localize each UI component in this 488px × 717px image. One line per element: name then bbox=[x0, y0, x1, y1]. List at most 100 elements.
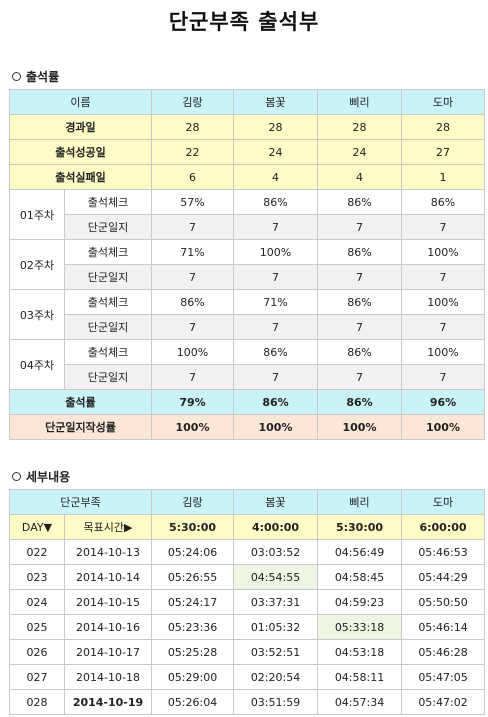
cell: 100% bbox=[233, 414, 318, 440]
week-label: 03주차 bbox=[9, 289, 65, 340]
cell: 100% bbox=[151, 414, 234, 440]
attendance-table: 이름 김랑 봄꽃 삐리 도마 경과일 28 28 28 28 출석성공일 22 … bbox=[9, 89, 485, 440]
cell: 7 bbox=[151, 214, 234, 240]
time-cell: 04:58:11 bbox=[317, 664, 403, 690]
week-check-row: 02주차 출석체크 71% 100% 86% 100% bbox=[9, 239, 485, 290]
day-number: 027 bbox=[9, 664, 65, 690]
header-tribe: 단군부족 bbox=[8, 489, 153, 515]
cell: 57% bbox=[151, 189, 234, 215]
day-number: 026 bbox=[9, 639, 65, 665]
row-label: 단군일지작성률 bbox=[9, 414, 152, 440]
day-number: 024 bbox=[9, 589, 65, 615]
cell: 28 bbox=[233, 114, 318, 140]
success-days-row: 출석성공일 22 24 24 27 bbox=[9, 139, 485, 165]
fail-days-row: 출석실패일 6 4 4 1 bbox=[9, 164, 485, 190]
circle-bullet-icon bbox=[12, 72, 21, 81]
time-cell: 05:26:55 bbox=[151, 564, 235, 590]
time-cell: 04:53:18 bbox=[317, 639, 403, 665]
target-time-row: DAY▼ 목표시간▶ 5:30:00 4:00:00 5:30:00 6:00:… bbox=[9, 514, 486, 540]
member-name: 삐리 bbox=[317, 89, 402, 115]
time-cell: 04:58:45 bbox=[317, 564, 403, 590]
week-check-row: 03주차 출석체크 86% 71% 86% 100% bbox=[9, 289, 485, 340]
cell: 28 bbox=[317, 114, 402, 140]
cell: 7 bbox=[317, 314, 402, 340]
time-cell-highlighted: 04:54:55 bbox=[233, 564, 319, 590]
cell: 22 bbox=[151, 139, 234, 165]
time-cell: 04:57:34 bbox=[317, 689, 403, 715]
day-sort-header[interactable]: DAY▼ bbox=[9, 514, 65, 540]
cell: 79% bbox=[151, 389, 234, 415]
day-number: 028 bbox=[9, 689, 65, 715]
week-label: 02주차 bbox=[9, 239, 65, 290]
time-cell-highlighted: 05:33:18 bbox=[317, 614, 403, 640]
date: 2014-10-13 bbox=[63, 539, 153, 565]
diary-label: 단군일지 bbox=[64, 314, 152, 340]
attendance-rate-row: 출석률 79% 86% 86% 96% bbox=[9, 389, 485, 415]
cell: 86% bbox=[401, 189, 485, 215]
time-cell: 05:46:53 bbox=[401, 539, 486, 565]
cell: 7 bbox=[317, 214, 402, 240]
cell: 100% bbox=[401, 339, 485, 365]
week-diary-row: 단군일지 7 7 7 7 bbox=[9, 364, 485, 390]
detail-header-row: 단군부족 김랑 봄꽃 삐리 도마 bbox=[8, 489, 486, 515]
time-cell: 05:29:00 bbox=[151, 664, 235, 690]
day-number: 022 bbox=[9, 539, 65, 565]
date-today: 2014-10-19 bbox=[63, 689, 153, 715]
member-name: 김랑 bbox=[151, 489, 235, 515]
date: 2014-10-14 bbox=[63, 564, 153, 590]
time-cell: 05:44:29 bbox=[401, 564, 486, 590]
detail-row: 028 2014-10-19 05:26:04 03:51:59 04:57:3… bbox=[9, 689, 486, 715]
diary-label: 단군일지 bbox=[64, 214, 152, 240]
check-label: 출석체크 bbox=[64, 239, 152, 265]
target-time: 6:00:00 bbox=[401, 514, 486, 540]
target-time: 4:00:00 bbox=[233, 514, 319, 540]
time-cell: 04:59:23 bbox=[317, 589, 403, 615]
member-name: 도마 bbox=[401, 89, 485, 115]
time-cell: 05:24:06 bbox=[151, 539, 235, 565]
check-label: 출석체크 bbox=[64, 339, 152, 365]
cell: 28 bbox=[151, 114, 234, 140]
week-diary-row: 단군일지 7 7 7 7 bbox=[9, 214, 485, 240]
member-name: 김랑 bbox=[151, 89, 234, 115]
member-name: 삐리 bbox=[317, 489, 403, 515]
cell: 4 bbox=[233, 164, 318, 190]
time-cell: 03:51:59 bbox=[233, 689, 319, 715]
cell: 86% bbox=[233, 339, 318, 365]
date: 2014-10-16 bbox=[63, 614, 153, 640]
row-label: 출석률 bbox=[9, 389, 152, 415]
check-label: 출석체크 bbox=[64, 189, 152, 215]
cell: 7 bbox=[233, 314, 318, 340]
week-label: 01주차 bbox=[9, 189, 65, 240]
date: 2014-10-15 bbox=[63, 589, 153, 615]
cell: 86% bbox=[233, 189, 318, 215]
cell: 7 bbox=[233, 364, 318, 390]
time-cell: 05:50:50 bbox=[401, 589, 486, 615]
cell: 24 bbox=[317, 139, 402, 165]
cell: 86% bbox=[317, 389, 402, 415]
cell: 100% bbox=[401, 289, 485, 315]
time-cell: 05:26:04 bbox=[151, 689, 235, 715]
cell: 7 bbox=[401, 314, 485, 340]
cell: 96% bbox=[401, 389, 485, 415]
detail-row: 023 2014-10-14 05:26:55 04:54:55 04:58:4… bbox=[9, 564, 486, 590]
cell: 100% bbox=[151, 339, 234, 365]
time-cell: 03:03:52 bbox=[233, 539, 319, 565]
time-cell: 01:05:32 bbox=[233, 614, 319, 640]
cell: 7 bbox=[401, 214, 485, 240]
cell: 71% bbox=[233, 289, 318, 315]
cell: 4 bbox=[317, 164, 402, 190]
week-check-row: 01주차 출석체크 57% 86% 86% 86% bbox=[9, 189, 485, 240]
diary-label: 단군일지 bbox=[64, 264, 152, 290]
cell: 86% bbox=[317, 189, 402, 215]
detail-row: 026 2014-10-17 05:25:28 03:52:51 04:53:1… bbox=[9, 639, 486, 665]
member-name: 도마 bbox=[401, 489, 486, 515]
cell: 100% bbox=[233, 239, 318, 265]
attendance-header-row: 이름 김랑 봄꽃 삐리 도마 bbox=[9, 89, 485, 115]
target-time: 5:30:00 bbox=[151, 514, 235, 540]
cell: 7 bbox=[151, 264, 234, 290]
cell: 7 bbox=[401, 264, 485, 290]
cell: 7 bbox=[317, 364, 402, 390]
time-cell: 05:47:05 bbox=[401, 664, 486, 690]
day-number: 025 bbox=[9, 614, 65, 640]
detail-row: 024 2014-10-15 05:24:17 03:37:31 04:59:2… bbox=[9, 589, 486, 615]
